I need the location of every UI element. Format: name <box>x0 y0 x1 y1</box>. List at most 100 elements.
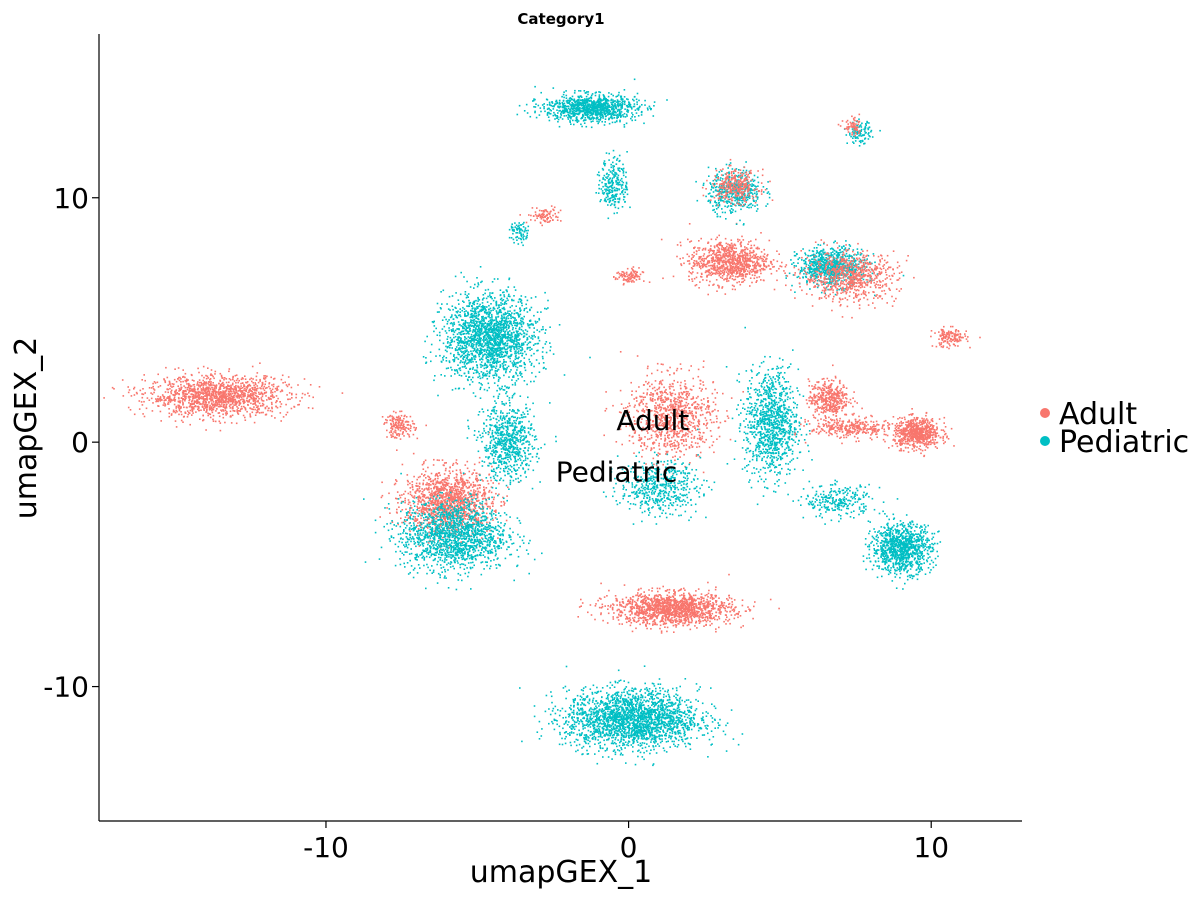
scatter-point <box>399 410 401 413</box>
scatter-point <box>468 505 470 507</box>
scatter-point <box>262 411 264 414</box>
scatter-point <box>417 541 419 543</box>
scatter-point <box>213 395 215 397</box>
scatter-point <box>423 512 426 514</box>
scatter-point <box>446 493 449 495</box>
scatter-point <box>436 524 439 526</box>
scatter-point <box>493 559 495 561</box>
scatter-point <box>458 517 461 519</box>
scatter-point <box>223 383 225 386</box>
scatter-point <box>419 554 421 556</box>
scatter-point <box>475 526 477 528</box>
scatter-point <box>480 533 483 536</box>
scatter-point <box>495 492 497 495</box>
scatter-point <box>460 523 462 525</box>
scatter-point <box>410 528 413 531</box>
scatter-point <box>432 559 435 562</box>
scatter-point <box>156 398 159 400</box>
scatter-point <box>141 396 144 399</box>
scatter-point <box>418 485 421 488</box>
scatter-point <box>470 525 472 528</box>
scatter-point <box>399 563 402 566</box>
scatter-point <box>231 402 234 405</box>
scatter-point <box>189 396 192 398</box>
scatter-point <box>164 381 167 384</box>
scatter-point <box>447 587 450 589</box>
scatter-point <box>400 410 403 413</box>
scatter-point <box>438 535 440 538</box>
scatter-point <box>202 382 205 385</box>
scatter-point <box>461 524 464 526</box>
scatter-point <box>177 400 180 403</box>
scatter-point <box>502 351 505 354</box>
scatter-point <box>442 520 445 523</box>
scatter-point <box>467 504 469 506</box>
scatter-point <box>406 541 409 543</box>
scatter-point <box>181 400 184 402</box>
scatter-point <box>417 543 420 546</box>
scatter-point <box>438 507 440 509</box>
scatter-point <box>295 393 298 396</box>
scatter-point <box>211 398 214 400</box>
scatter-point <box>461 507 463 510</box>
scatter-point <box>449 309 451 311</box>
scatter-point <box>510 320 512 323</box>
cluster-pediatric-4 <box>422 266 591 412</box>
scatter-point <box>128 389 131 391</box>
scatter-point <box>254 386 257 389</box>
scatter-point <box>465 337 468 340</box>
scatter-point <box>489 565 492 567</box>
scatter-point <box>443 499 446 502</box>
scatter-point <box>483 340 485 342</box>
scatter-point <box>199 418 201 420</box>
scatter-point <box>497 384 499 387</box>
scatter-point <box>484 546 487 548</box>
scatter-point <box>271 407 273 410</box>
scatter-point <box>441 504 443 506</box>
scatter-point <box>184 398 186 400</box>
scatter-point <box>443 529 445 531</box>
scatter-point <box>441 503 444 505</box>
scatter-point <box>461 340 464 342</box>
scatter-point <box>448 506 450 508</box>
scatter-point <box>446 550 448 552</box>
scatter-point <box>441 522 444 524</box>
scatter-point <box>488 431 490 434</box>
scatter-point <box>438 472 441 474</box>
scatter-point <box>418 487 421 490</box>
scatter-point <box>441 559 444 562</box>
scatter-point <box>416 553 418 556</box>
scatter-point <box>244 419 247 421</box>
scatter-point <box>483 568 485 570</box>
scatter-point <box>486 516 489 519</box>
scatter-point <box>510 317 512 320</box>
scatter-point <box>450 544 452 547</box>
scatter-point <box>435 327 437 330</box>
scatter-point <box>265 392 267 394</box>
scatter-point <box>497 557 499 559</box>
scatter-point <box>506 548 508 551</box>
scatter-point <box>414 491 416 493</box>
scatter-point <box>446 323 449 325</box>
scatter-point <box>475 361 477 363</box>
scatter-point <box>103 397 105 399</box>
scatter-point <box>138 408 141 410</box>
scatter-point <box>474 507 477 510</box>
scatter-point <box>229 407 232 409</box>
scatter-point <box>242 377 244 380</box>
scatter-point <box>461 563 463 565</box>
scatter-point <box>489 536 491 539</box>
scatter-point <box>458 542 461 544</box>
scatter-point <box>220 400 222 402</box>
scatter-point <box>467 332 469 334</box>
scatter-point <box>459 566 462 569</box>
scatter-point <box>198 379 201 381</box>
scatter-point <box>475 475 478 477</box>
scatter-point <box>231 406 234 409</box>
scatter-point <box>262 393 264 396</box>
scatter-point <box>449 496 452 499</box>
scatter-point <box>481 502 483 505</box>
scatter-point <box>460 525 463 527</box>
scatter-point <box>449 532 451 535</box>
scatter-point <box>440 520 442 523</box>
